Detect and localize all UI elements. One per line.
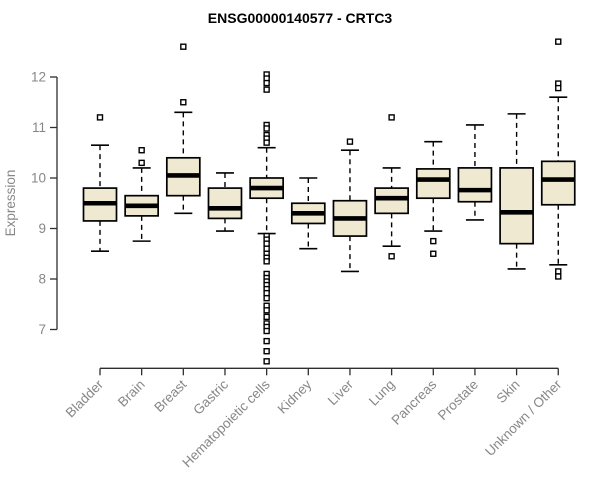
iqr-box — [207, 187, 243, 220]
x-tick-label-kidney: Kidney — [275, 377, 315, 417]
outlier-point — [263, 313, 270, 321]
x-tick-label-unknown-other: Unknown / Other — [482, 376, 565, 459]
outlier-point — [263, 79, 270, 87]
outlier-point — [263, 348, 270, 355]
y-axis-title: Expression — [3, 170, 18, 237]
x-tick-label-breast: Breast — [151, 377, 189, 415]
iqr-box — [457, 167, 493, 203]
outlier-point — [138, 159, 145, 167]
x-tick-label-skin: Skin — [494, 377, 523, 406]
outlier-point — [388, 253, 395, 260]
box-bladder — [82, 114, 118, 253]
outlier-point — [555, 84, 562, 92]
box-liver — [332, 138, 368, 273]
box-lung — [374, 114, 409, 260]
outlier-point — [263, 327, 270, 335]
y-tick-label: 12 — [31, 70, 46, 85]
outlier-point — [180, 99, 187, 106]
outlier-point — [263, 245, 270, 252]
iqr-box — [374, 187, 409, 215]
outlier-point — [263, 125, 270, 132]
y-tick-label: 7 — [38, 322, 46, 337]
box-prostate — [457, 124, 493, 221]
outlier-point — [180, 43, 187, 50]
box-brain — [124, 147, 160, 242]
outlier-point — [96, 114, 104, 121]
iqr-box — [540, 160, 576, 206]
box-gastric — [207, 172, 243, 232]
y-axis: 7 8 9 10 11 12 — [31, 70, 58, 337]
chart-title: ENSG00000140577 - CRTC3 — [208, 10, 393, 26]
x-tick-label-brain: Brain — [115, 377, 148, 410]
x-tick-label-gastric: Gastric — [190, 377, 231, 418]
outlier-point — [263, 86, 270, 93]
x-tick-label-prostate: Prostate — [435, 377, 481, 423]
x-tick-label-lung: Lung — [366, 377, 398, 409]
iqr-box — [415, 168, 451, 200]
outlier-point — [263, 139, 270, 146]
outlier-point — [346, 138, 354, 145]
x-tick-label-pancreas: Pancreas — [388, 377, 439, 428]
x-tick-label-bladder: Bladder — [63, 376, 107, 420]
box-pancreas — [415, 140, 451, 257]
outlier-point — [430, 250, 437, 257]
outlier-point — [555, 273, 562, 280]
box-kidney — [290, 177, 326, 250]
outlier-point — [263, 358, 270, 365]
outlier-point — [388, 114, 395, 121]
y-tick-label: 9 — [38, 221, 46, 236]
x-tick-label-liver: Liver — [325, 376, 357, 408]
outlier-point — [555, 38, 562, 45]
y-tick-label: 8 — [38, 272, 46, 287]
outlier-point — [263, 337, 270, 345]
outlier-point — [263, 307, 270, 314]
outlier-point — [263, 258, 270, 265]
outlier-point — [263, 240, 270, 247]
y-tick-label: 11 — [32, 120, 46, 135]
outlier-point — [263, 294, 270, 302]
y-tick-label: 10 — [31, 171, 46, 186]
box-skin — [499, 113, 534, 270]
box-unknown-other — [540, 38, 576, 280]
outlier-point — [430, 237, 437, 245]
box-series — [82, 38, 576, 365]
outlier-point — [555, 268, 562, 275]
box-breast — [165, 43, 201, 215]
outlier-point — [138, 147, 145, 154]
iqr-box — [499, 167, 534, 245]
outlier-point — [263, 289, 270, 297]
box-hematopoietic-cells — [249, 71, 284, 365]
